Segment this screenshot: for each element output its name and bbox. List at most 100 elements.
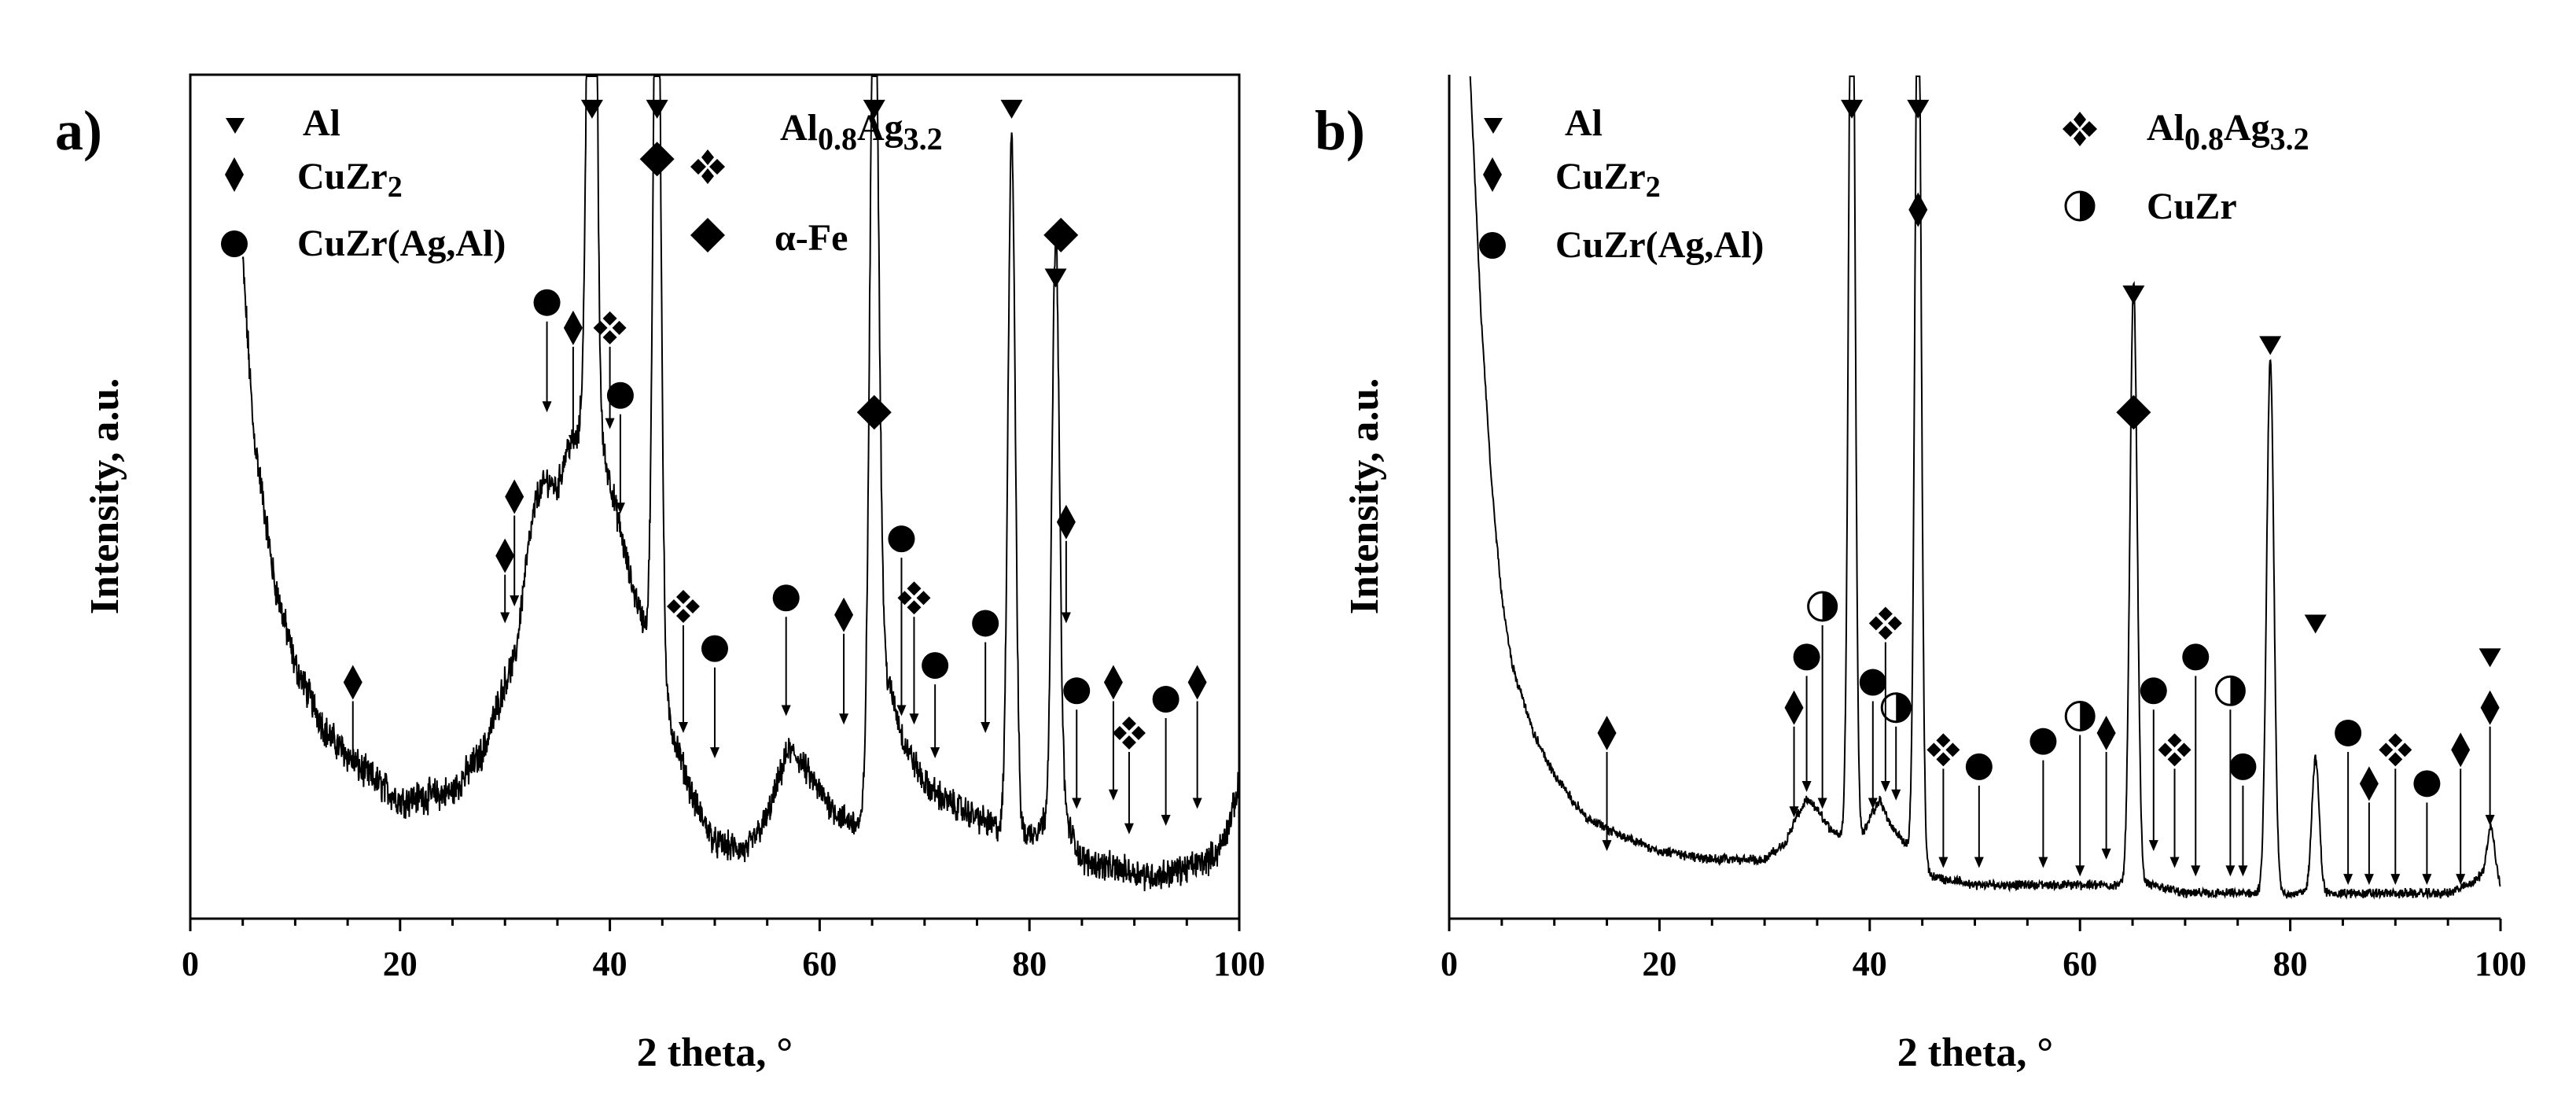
legend-entry-cuzr2: CuZr2 [1483,156,1661,204]
circle-icon [2182,643,2210,671]
cross-diamonds-icon [593,311,627,344]
arrow-down-icon [2343,874,2353,886]
legend: Al CuZr2 CuZr(Ag,Al) Al0.8Ag3.2 [1479,102,2309,266]
diamond-small-icon [225,157,244,192]
legend-entry-cuzr-ag-al: CuZr(Ag,Al) [221,223,506,264]
legend-entry-cuzr: CuZr [2064,186,2237,227]
arrow-down-icon [839,713,849,725]
cross-diamonds-icon [666,589,700,623]
circle-icon [606,381,634,409]
arrow-down-icon [2075,865,2085,877]
arrow-down-icon [605,418,615,429]
legend-label-al0.8ag3.2: Al0.8Ag3.2 [2147,107,2309,157]
arrow-down-icon [2456,874,2466,886]
arrow-down-icon [909,713,919,725]
triangle-down-icon [2304,614,2327,634]
cross-diamonds-icon [1112,716,1146,750]
panel-label: b) [1315,99,1365,162]
legend-entry-al: Al [1484,102,1603,144]
arrow-down-icon [1974,857,1984,868]
arrow-down-icon [2390,874,2401,886]
circle-icon [1965,753,1993,780]
triangle-down-icon [1044,268,1067,288]
legend-entry-alpha-fe: α-Fe [690,217,848,259]
diamond-small-icon [1597,715,1617,750]
triangle-down-icon [1907,99,1930,119]
diamond-large-icon [690,218,725,252]
x-tick-label: 60 [802,945,837,983]
x-tick-label: 100 [2475,945,2526,983]
diamond-small-icon [495,538,515,573]
arrow-down-icon [1192,798,1202,809]
legend-label-cuzr2: CuZr2 [297,156,403,204]
x-tick-label: 20 [383,945,418,983]
triangle-down-icon [1841,99,1864,119]
arrow-down-icon [1602,840,1612,852]
legend-label-cuzr2-main: CuZr [1555,156,1646,197]
diamond-small-icon [834,597,854,632]
legend-label-al0.8ag3.2-ag: Ag [857,107,903,149]
annotations [1597,99,2501,886]
circle-icon [2030,728,2057,755]
legend-entry-cuzr2: CuZr2 [225,156,403,204]
circle-icon [1859,669,1886,696]
arrow-down-icon [710,747,719,759]
circle-icon [972,610,999,637]
x-tick-label: 0 [1441,945,1458,983]
x-axis: 0 20 40 60 80 100 [1441,919,2526,983]
x-tick-label: 0 [182,945,199,983]
arrow-down-icon [500,612,510,624]
legend-label-cuzr2-main: CuZr [297,156,388,197]
diffraction-pattern [241,76,1240,892]
legend-entry-al: Al [226,102,340,144]
circle-icon [772,584,800,612]
half-circle-icon [1880,692,1912,724]
arrow-down-icon [1891,789,1901,801]
diamond-small-icon [563,310,583,345]
x-tick-label: 40 [1853,945,1887,983]
arrow-down-icon [1938,857,1949,868]
diamond-small-icon [1784,690,1804,725]
circle-icon [888,525,915,553]
triangle-down-icon [863,99,885,119]
circle-icon [221,230,248,257]
legend-label-al: Al [303,102,340,144]
legend-label-cuzr-ag-al: CuZr(Ag,Al) [297,223,506,264]
legend-label-cuzr: CuZr [2147,186,2237,227]
arrow-down-icon [2101,848,2111,860]
panel-b: 0 20 40 60 80 100 b) 2 theta, ° Intensity, a.… [1315,75,2526,1075]
legend-label-al0.8ag3.2-ag: Ag [2224,107,2270,149]
y-axis-label: Intensity, a.u. [83,378,127,615]
diamond-small-icon [1103,665,1123,700]
arrow-down-icon [1061,612,1071,624]
legend-label-al0.8ag3.2-sub2: 3.2 [903,121,943,157]
x-axis: 0 20 40 60 80 100 [182,919,1265,983]
cross-diamonds-icon [897,581,931,615]
legend-label-cuzr2: CuZr2 [1555,156,1661,204]
triangle-down-icon [646,99,668,119]
diamond-small-icon [1483,157,1502,192]
cross-diamonds-icon [1868,606,1902,640]
diamond-small-icon [505,479,524,514]
cross-diamonds-icon [2063,112,2097,146]
diamond-small-icon [2359,766,2379,801]
legend: Al CuZr2 CuZr(Ag,Al) Al0.8Ag3.2 [221,102,943,264]
arrow-down-icon [2238,865,2248,877]
x-tick-label: 100 [1213,945,1265,983]
panel-a: 0 20 40 60 80 100 a) 2 theta, ° Intensity, a.… [55,73,1265,1075]
panel-label: a) [55,99,102,162]
diamond-small-icon [2480,690,2500,725]
legend-label-al0.8ag3.2-al: Al [780,107,818,149]
y-axis-label: Intensity, a.u. [1342,378,1387,615]
cross-diamonds-icon [2158,733,2191,767]
circle-icon [701,635,728,662]
cross-diamonds-icon [1926,733,1960,767]
circle-icon [2140,677,2167,705]
arrow-down-icon [1789,806,1799,818]
legend-label-cuzr2-sub: 2 [388,171,403,204]
arrow-down-icon [2364,874,2374,886]
diamond-small-icon [1056,504,1076,540]
legend-label-al0.8ag3.2-al: Al [2147,107,2184,149]
diamond-large-icon [856,395,892,430]
arrow-down-icon [615,502,625,514]
